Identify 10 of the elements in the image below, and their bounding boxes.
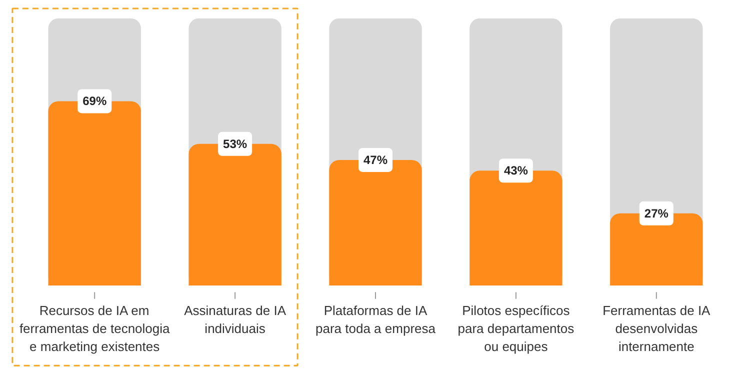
x-tick-label: Recursos de IA em ferramentas de tecnologia e marketing existentes: [19, 302, 171, 354]
data-label: 69%: [82, 94, 107, 108]
x-tick-label: Pilotos específicos para departamentos ou equipes: [458, 302, 575, 354]
x-tick-label: Assinaturas de IA individuais: [184, 302, 286, 336]
x-tick-label: Ferramentas de IA desenvolvidas internamente: [602, 302, 711, 354]
data-label: 53%: [223, 136, 248, 151]
data-label: 27%: [644, 206, 669, 220]
x-tick-label: Plataformas de IA para toda a empresa: [316, 302, 436, 336]
data-label: 43%: [504, 164, 528, 178]
data-label: 47%: [363, 152, 388, 167]
